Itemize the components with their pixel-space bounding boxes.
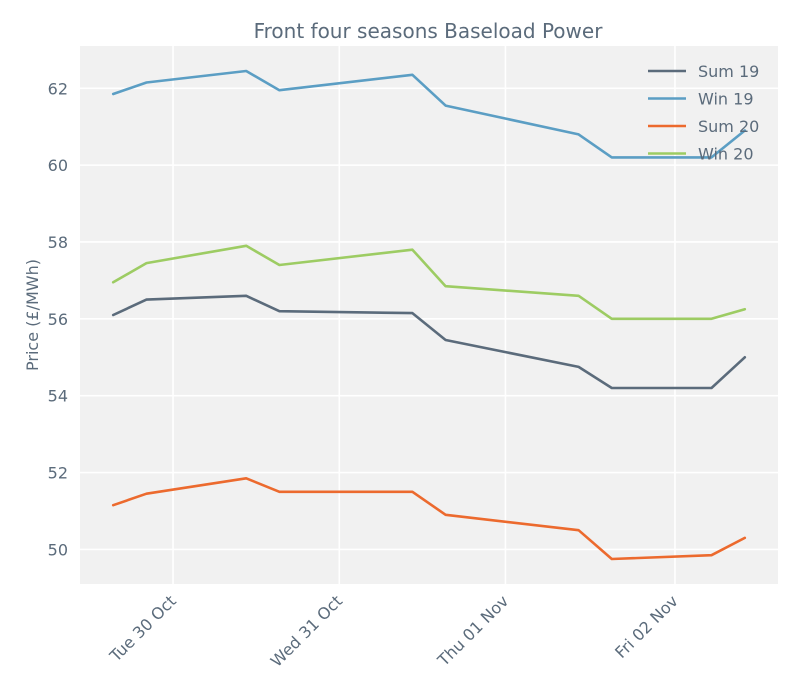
series-line-win-19 [111, 69, 747, 159]
series-line-sum-20 [111, 476, 747, 561]
y-tick-labels: 50 52 54 56 58 60 62 [48, 79, 68, 559]
legend-label: Win 20 [698, 145, 754, 164]
x-tick-label: Fri 02 Nov [611, 591, 682, 662]
y-axis-label: Price (£/MWh) [23, 259, 42, 371]
x-tick-label: Wed 31 Oct [267, 591, 346, 670]
series-line-sum-19 [111, 294, 747, 390]
y-tick-label: 52 [48, 464, 68, 483]
series-lines [111, 69, 747, 561]
y-tick-label: 60 [48, 156, 68, 175]
x-gridlines [172, 46, 676, 584]
legend-label: Sum 20 [698, 117, 759, 136]
series-line-win-20 [111, 244, 747, 321]
y-tick-label: 62 [48, 79, 68, 98]
legend: Sum 19 Win 19 Sum 20 Win 20 [648, 62, 759, 164]
legend-label: Win 19 [698, 90, 754, 109]
legend-label: Sum 19 [698, 62, 759, 81]
y-tick-label: 56 [48, 310, 68, 329]
x-tick-label: Thu 01 Nov [433, 591, 512, 670]
y-tick-label: 50 [48, 540, 68, 559]
y-tick-label: 54 [48, 387, 68, 406]
x-tick-labels: Tue 30 Oct Wed 31 Oct Thu 01 Nov Fri 02 Nov [105, 591, 682, 670]
y-gridlines [80, 87, 778, 551]
y-tick-label: 58 [48, 233, 68, 252]
x-tick-label: Tue 30 Oct [105, 591, 180, 666]
chart-title: Front four seasons Baseload Power [254, 19, 604, 43]
plot-background [80, 46, 778, 584]
